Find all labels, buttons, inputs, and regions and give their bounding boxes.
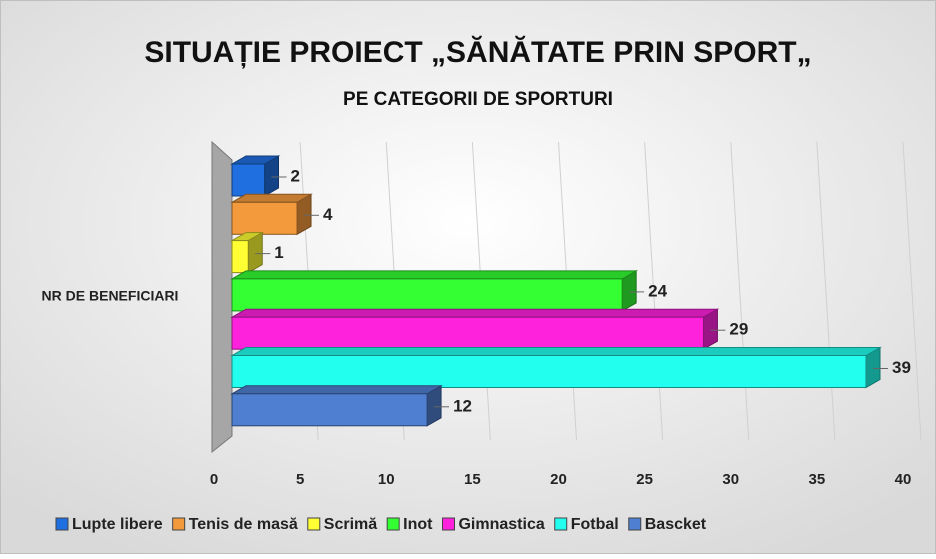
bar-top [230,193,313,203]
x-tick-label: 40 [895,471,912,488]
legend-label: Scrimă [324,516,377,533]
legend-label: Lupte libere [72,516,163,533]
x-tick-label: 5 [296,471,304,488]
x-tick-label: 15 [464,471,481,488]
legend-swatch [628,517,642,531]
x-tick-label: 20 [550,471,567,488]
legend-label: Fotbal [571,516,619,533]
bar [231,316,704,350]
legend-label: Gimnastica [458,516,544,533]
bar-top [230,270,639,280]
y-tick-label: NR DE BENEFICIARI [42,288,179,304]
data-label: 4 [323,205,333,224]
bar [231,163,266,197]
grid-line [902,141,922,441]
side-wall [211,140,233,454]
grid-line [644,141,664,441]
bar-top [230,385,443,395]
chart-title: SITUAȚIE PROIECT „SĂNĂTATE PRIN SPORT„ [144,35,811,69]
legend-swatch [386,517,400,531]
x-tick-label: 35 [809,471,826,488]
data-label: 24 [648,281,667,300]
bar [231,240,249,274]
legend-swatch [441,517,455,531]
legend-swatch [307,517,321,531]
bar-top [230,347,882,356]
legend-label: Bascket [645,516,707,533]
grid-line [730,141,750,441]
bar [231,201,298,235]
data-label: 2 [291,166,300,185]
legend-swatch [55,517,69,531]
x-tick-label: 0 [210,471,218,488]
legend-swatch [554,517,568,531]
data-label: 39 [892,358,911,377]
bar [231,393,428,427]
grid-line [816,141,836,441]
data-label: 12 [453,396,472,415]
data-label: 29 [729,320,748,339]
bar [231,355,867,388]
legend-label: Tenis de masă [189,516,298,533]
bar [231,278,623,312]
legend-label: Inot [403,516,433,533]
data-label: 1 [274,243,283,262]
x-tick-label: 30 [722,471,739,488]
chart-subtitle: PE CATEGORII DE SPORTURI [343,89,613,110]
bar-top [230,308,720,318]
x-tick-label: 25 [636,471,653,488]
legend-swatch [172,517,186,531]
x-tick-label: 10 [378,471,395,488]
